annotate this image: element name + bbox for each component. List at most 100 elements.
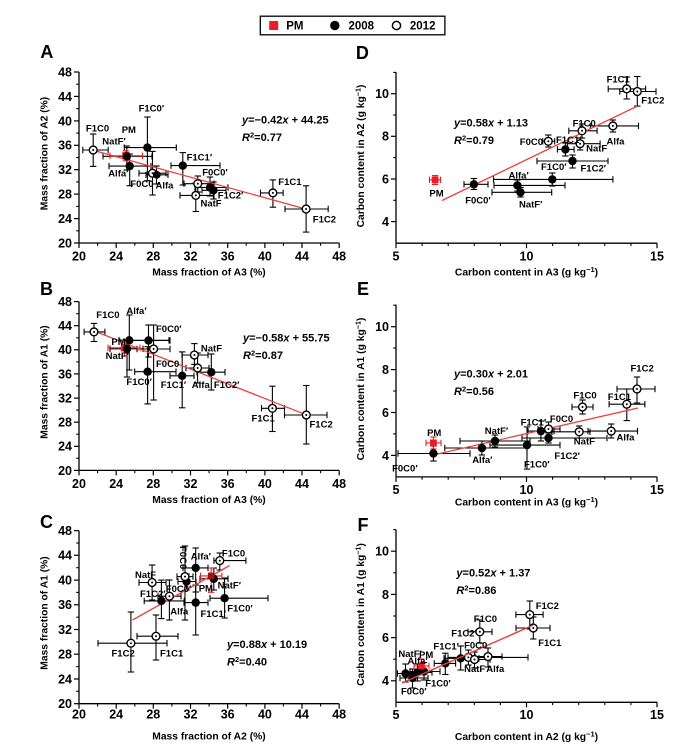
- svg-text:28: 28: [146, 250, 160, 264]
- svg-text:24: 24: [109, 477, 123, 491]
- svg-text:NatF′: NatF′: [102, 137, 126, 148]
- svg-text:F0C0: F0C0: [156, 359, 179, 370]
- svg-text:48: 48: [332, 477, 346, 491]
- svg-text:C: C: [40, 512, 53, 532]
- svg-text:F1C0: F1C0: [96, 310, 119, 321]
- svg-text:R2=0.79: R2=0.79: [454, 134, 494, 148]
- svg-text:8: 8: [382, 363, 389, 377]
- svg-text:4: 4: [382, 215, 389, 229]
- svg-text:40: 40: [58, 574, 72, 588]
- svg-text:D: D: [356, 43, 369, 63]
- svg-text:5: 5: [393, 483, 400, 497]
- svg-text:Mass fraction of A1 (%): Mass fraction of A1 (%): [40, 325, 51, 438]
- svg-text:F1C2′: F1C2′: [218, 191, 244, 202]
- svg-text:F1C2: F1C2: [112, 649, 135, 660]
- svg-text:20: 20: [58, 464, 72, 478]
- svg-text:28: 28: [146, 708, 160, 722]
- svg-text:Alfa′: Alfa′: [472, 455, 493, 466]
- svg-text:40: 40: [258, 250, 272, 264]
- svg-text:Alfa: Alfa: [617, 433, 636, 444]
- svg-text:5: 5: [393, 708, 400, 722]
- svg-text:10: 10: [375, 320, 389, 334]
- svg-text:F0C0′: F0C0′: [401, 687, 427, 698]
- svg-text:F1C2′: F1C2′: [214, 380, 240, 391]
- svg-text:F0C0: F0C0: [550, 414, 573, 425]
- svg-text:28: 28: [146, 477, 160, 491]
- svg-text:F1C1′: F1C1′: [201, 609, 227, 620]
- svg-text:F1C1′: F1C1′: [556, 135, 582, 146]
- svg-text:F1C1: F1C1: [252, 414, 276, 425]
- svg-text:F: F: [358, 515, 369, 535]
- svg-text:10: 10: [520, 250, 534, 264]
- svg-text:y=−0.42x + 44.25: y=−0.42x + 44.25: [241, 115, 329, 127]
- svg-text:NatF: NatF: [464, 664, 485, 675]
- svg-text:36: 36: [58, 598, 72, 612]
- svg-text:6: 6: [382, 406, 389, 420]
- svg-text:F1C1′: F1C1′: [433, 642, 459, 653]
- svg-text:44: 44: [295, 250, 309, 264]
- svg-text:NatF′: NatF′: [106, 351, 130, 362]
- svg-text:NatF: NatF: [201, 199, 222, 210]
- svg-text:NatF: NatF: [201, 344, 222, 355]
- svg-text:Carbon content in A2 (g kg−1): Carbon content in A2 (g kg−1): [354, 85, 367, 228]
- svg-text:F1C2′: F1C2′: [554, 451, 580, 462]
- svg-text:F1C0′: F1C0′: [524, 460, 550, 471]
- svg-text:Carbon content in A3 (g kg−1): Carbon content in A3 (g kg−1): [455, 495, 598, 509]
- svg-text:F1C0: F1C0: [222, 549, 245, 560]
- svg-text:Alfa′: Alfa′: [108, 168, 129, 179]
- svg-text:B: B: [40, 279, 53, 299]
- svg-text:F1C1: F1C1: [160, 649, 184, 660]
- svg-text:Alfa: Alfa: [607, 137, 626, 148]
- svg-text:R2=0.87: R2=0.87: [243, 349, 283, 363]
- svg-text:36: 36: [58, 367, 72, 381]
- svg-text:F1C0′: F1C0′: [227, 604, 253, 615]
- svg-text:Mass fraction of A1 (%): Mass fraction of A1 (%): [40, 556, 51, 669]
- svg-text:2012: 2012: [410, 21, 436, 33]
- svg-text:Mass fraction of A3 (%): Mass fraction of A3 (%): [152, 495, 265, 506]
- svg-text:44: 44: [58, 549, 72, 563]
- svg-text:Alfa: Alfa: [170, 607, 189, 618]
- svg-text:R2=0.56: R2=0.56: [454, 385, 494, 399]
- svg-text:8: 8: [382, 130, 389, 144]
- svg-text:F1C1′: F1C1′: [187, 153, 213, 164]
- svg-text:F1C2′: F1C2′: [140, 589, 166, 600]
- svg-text:F1C0: F1C0: [573, 119, 596, 130]
- svg-text:Alfa′: Alfa′: [126, 306, 147, 317]
- svg-text:32: 32: [184, 250, 198, 264]
- svg-text:Carbon content in A1 (g kg−1): Carbon content in A1 (g kg−1): [354, 318, 367, 461]
- svg-text:PM: PM: [427, 428, 441, 439]
- svg-text:4: 4: [382, 449, 389, 463]
- svg-text:F1C1: F1C1: [607, 75, 631, 86]
- svg-text:F1C0′: F1C0′: [139, 103, 165, 114]
- svg-text:15: 15: [650, 483, 664, 497]
- svg-text:E: E: [357, 279, 369, 299]
- svg-text:NatF′: NatF′: [485, 426, 509, 437]
- svg-text:32: 32: [58, 392, 72, 406]
- svg-text:Alfa: Alfa: [156, 181, 175, 192]
- svg-text:y=0.88x + 10.19: y=0.88x + 10.19: [226, 639, 307, 651]
- svg-text:40: 40: [258, 708, 272, 722]
- svg-text:20: 20: [72, 708, 86, 722]
- svg-text:44: 44: [58, 90, 72, 104]
- svg-text:PM: PM: [286, 21, 303, 33]
- svg-text:32: 32: [184, 708, 198, 722]
- svg-text:y=0.30x + 2.01: y=0.30x + 2.01: [453, 369, 528, 381]
- svg-text:28: 28: [58, 416, 72, 430]
- svg-text:F1C1′: F1C1′: [521, 418, 547, 429]
- svg-text:10: 10: [375, 545, 389, 559]
- svg-text:28: 28: [58, 648, 72, 662]
- svg-text:R2=0.40: R2=0.40: [227, 655, 267, 669]
- svg-text:24: 24: [58, 212, 72, 226]
- svg-text:F0C0′: F0C0′: [202, 168, 228, 179]
- svg-text:48: 48: [58, 295, 72, 309]
- svg-text:40: 40: [58, 343, 72, 357]
- svg-text:Carbon content in A1 (g kg−1): Carbon content in A1 (g kg−1): [354, 543, 367, 686]
- svg-text:F0C0: F0C0: [520, 137, 543, 148]
- svg-text:20: 20: [72, 250, 86, 264]
- svg-text:y=−0.58x + 55.75: y=−0.58x + 55.75: [242, 333, 330, 345]
- svg-text:48: 48: [332, 708, 346, 722]
- svg-text:32: 32: [58, 623, 72, 637]
- svg-text:R2=0.77: R2=0.77: [242, 131, 282, 145]
- svg-text:Carbon content in A3 (g kg−1): Carbon content in A3 (g kg−1): [455, 265, 598, 279]
- svg-text:F1C0: F1C0: [474, 614, 497, 625]
